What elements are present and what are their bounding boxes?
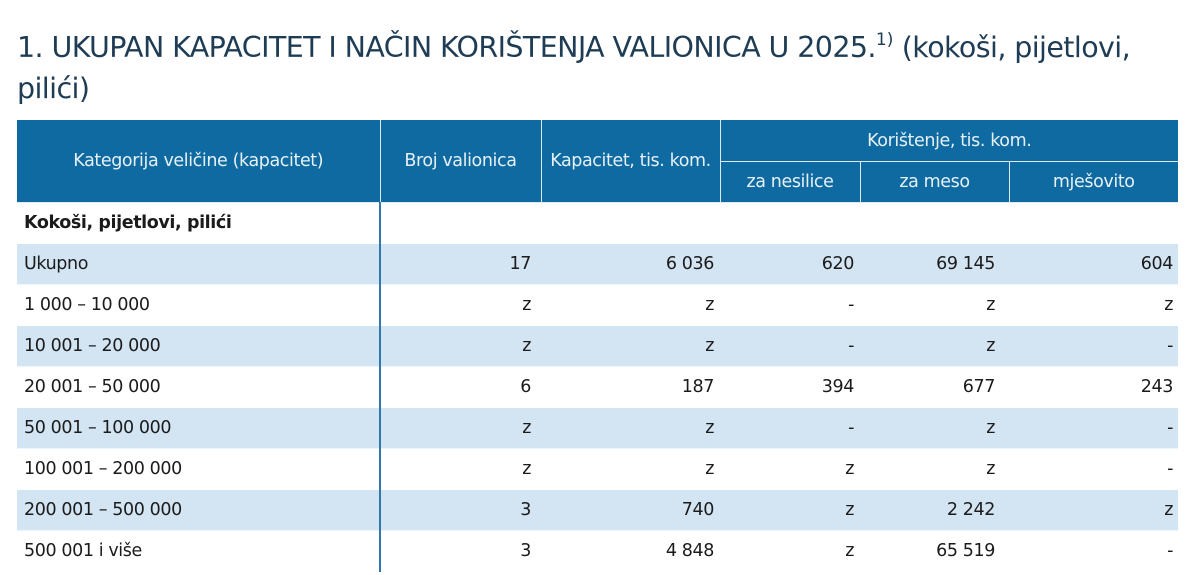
title-main: 1. UKUPAN KAPACITET I NAČIN KORIŠTENJA V… bbox=[17, 31, 876, 65]
cell-count: 6 bbox=[520, 377, 531, 398]
cell-capacity: z bbox=[541, 325, 720, 367]
cell-mixed: 243 bbox=[1140, 377, 1174, 398]
cell-meat: 677 bbox=[962, 377, 996, 398]
header-category: Kategorija veličine (kapacitet) bbox=[17, 120, 381, 203]
cell-mixed: 604 bbox=[1009, 243, 1178, 285]
page-title: 1. UKUPAN KAPACITET I NAČIN KORIŠTENJA V… bbox=[17, 27, 1187, 109]
header-capacity: Kapacitet, tis. kom. bbox=[540, 120, 721, 203]
cell-meat: z bbox=[986, 459, 995, 480]
cell-capacity: z bbox=[541, 407, 720, 449]
group-row: Kokoši, pijetlovi, pilići bbox=[17, 202, 1178, 244]
hatcheries-capacity-table: Kategorija veličine (kapacitet) Broj val… bbox=[17, 120, 1178, 572]
row-label: 100 001 – 200 000 bbox=[17, 448, 381, 490]
table-row: 500 001 i više 3 4 848 z 65 519 - bbox=[17, 530, 1178, 572]
cell-meat: z bbox=[860, 407, 1009, 449]
cell-mixed: - bbox=[1167, 541, 1173, 562]
cell-count: z bbox=[380, 325, 541, 367]
header-usage-group: Korištenje, tis. kom. bbox=[719, 120, 1178, 162]
header-mixed: mješovito bbox=[1008, 161, 1178, 203]
cell-mixed: z bbox=[1009, 489, 1178, 531]
table-body: Kokoši, pijetlovi, pilići Ukupno 17 6 03… bbox=[17, 202, 1178, 572]
row-label: 10 001 – 20 000 bbox=[17, 325, 381, 367]
cell-meat: z bbox=[860, 325, 1009, 367]
cell-layers: z bbox=[845, 459, 854, 480]
table-row: Ukupno 17 6 036 620 69 145 604 bbox=[17, 243, 1178, 285]
cell-count: 17 bbox=[380, 243, 541, 285]
cell-count: 3 bbox=[380, 489, 541, 531]
cell-capacity: 187 bbox=[681, 377, 715, 398]
title-footnote-marker: 1) bbox=[875, 30, 894, 51]
table-header: Kategorija veličine (kapacitet) Broj val… bbox=[17, 120, 1178, 203]
row-label: 200 001 – 500 000 bbox=[17, 489, 381, 531]
group-label: Kokoši, pijetlovi, pilići bbox=[17, 202, 381, 244]
cell-mixed: z bbox=[1164, 295, 1173, 316]
row-label: Ukupno bbox=[17, 243, 381, 285]
row-label: 500 001 i više bbox=[17, 530, 381, 572]
cell-mixed: - bbox=[1009, 325, 1178, 367]
cell-capacity: 740 bbox=[541, 489, 720, 531]
cell-layers: z bbox=[720, 489, 860, 531]
cell-capacity: 4 848 bbox=[665, 541, 715, 562]
cell-meat: z bbox=[986, 295, 995, 316]
header-layers: za nesilice bbox=[719, 161, 861, 203]
row-label: 20 001 – 50 000 bbox=[17, 366, 381, 408]
header-meat: za meso bbox=[859, 161, 1010, 203]
cell-layers: - bbox=[848, 295, 854, 316]
cell-layers: 620 bbox=[720, 243, 860, 285]
table-row: 50 001 – 100 000 z z - z - bbox=[17, 407, 1178, 449]
table-row: 200 001 – 500 000 3 740 z 2 242 z bbox=[17, 489, 1178, 531]
cell-meat: 65 519 bbox=[936, 541, 995, 562]
table-row: 100 001 – 200 000 z z z z - bbox=[17, 448, 1178, 490]
header-count: Broj valionica bbox=[379, 120, 542, 203]
cell-count: 3 bbox=[520, 541, 531, 562]
cell-layers: - bbox=[720, 407, 860, 449]
cell-count: z bbox=[522, 459, 531, 480]
row-label: 50 001 – 100 000 bbox=[17, 407, 381, 449]
row-label: 1 000 – 10 000 bbox=[17, 284, 381, 326]
cell-mixed: - bbox=[1167, 459, 1173, 480]
cell-capacity: 6 036 bbox=[541, 243, 720, 285]
cell-count: z bbox=[522, 295, 531, 316]
cell-mixed: - bbox=[1009, 407, 1178, 449]
cell-capacity: z bbox=[705, 295, 714, 316]
cell-layers: 394 bbox=[821, 377, 855, 398]
cell-meat: 69 145 bbox=[860, 243, 1009, 285]
title-suffix: (kokoši, pijetlovi, pilići) bbox=[17, 31, 1131, 106]
cell-capacity: z bbox=[705, 459, 714, 480]
table-row: 20 001 – 50 000 6 187 394 677 243 bbox=[17, 366, 1178, 408]
cell-layers: z bbox=[845, 541, 854, 562]
cell-count: z bbox=[380, 407, 541, 449]
cell-layers: - bbox=[720, 325, 860, 367]
table-row: 1 000 – 10 000 z z - z z bbox=[17, 284, 1178, 326]
table-row: 10 001 – 20 000 z z - z - bbox=[17, 325, 1178, 367]
cell-meat: 2 242 bbox=[860, 489, 1009, 531]
